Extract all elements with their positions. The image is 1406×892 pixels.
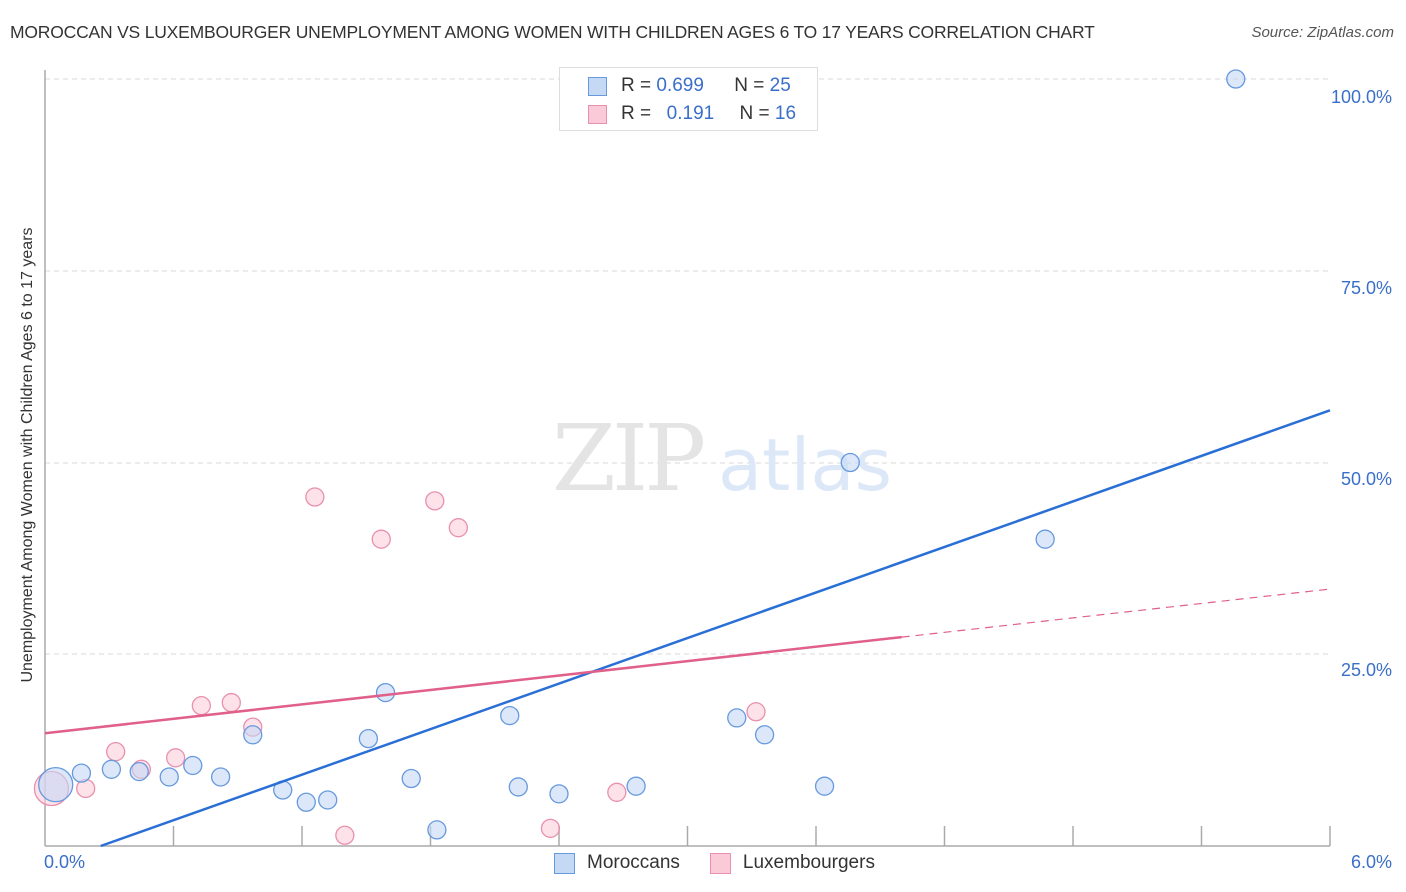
data-point[interactable]	[159, 767, 179, 787]
data-point[interactable]	[840, 452, 860, 473]
legend-item-moroccans[interactable]: Moroccans	[554, 852, 680, 874]
data-point[interactable]	[549, 784, 569, 804]
data-point[interactable]	[746, 702, 766, 722]
chart-title: MOROCCAN VS LUXEMBOURGER UNEMPLOYMENT AM…	[10, 22, 1095, 42]
data-point[interactable]	[210, 767, 231, 787]
n-label: N =	[739, 103, 770, 124]
data-point[interactable]	[129, 761, 149, 782]
r-label: R =	[621, 75, 652, 96]
n-value-moroccans: 25	[769, 75, 791, 96]
legend-row-luxembourgers: R = 0.191 N = 16	[588, 102, 796, 126]
y-tick-75: 75.0%	[1340, 278, 1392, 298]
y-tick-50: 50.0%	[1340, 469, 1392, 489]
moroccans-swatch	[554, 852, 575, 874]
data-point[interactable]	[1226, 69, 1246, 89]
n-value-luxembourgers: 16	[774, 103, 797, 124]
data-point[interactable]	[727, 708, 747, 728]
data-point[interactable]	[375, 682, 396, 703]
gridlines	[45, 78, 1330, 655]
moroccans-swatch	[588, 76, 607, 96]
luxembourgers-swatch	[709, 852, 731, 874]
data-point[interactable]	[106, 742, 126, 762]
luxembourgers-swatch	[588, 104, 607, 124]
luxembourgers-points	[33, 487, 766, 845]
data-point[interactable]	[607, 782, 627, 802]
data-point[interactable]	[626, 776, 646, 796]
data-point[interactable]	[427, 820, 447, 840]
data-point[interactable]	[754, 725, 775, 745]
data-point[interactable]	[101, 759, 122, 779]
n-label: N =	[734, 75, 765, 96]
y-tick-100: 100.0%	[1330, 87, 1392, 107]
trendlines	[44, 409, 1331, 848]
legend-label-luxembourgers: Luxembourgers	[742, 852, 875, 873]
moroccans-points	[38, 69, 1246, 840]
data-point[interactable]	[296, 792, 316, 812]
luxembourgers-trendline-extension	[901, 588, 1331, 638]
data-point[interactable]	[448, 518, 468, 538]
correlation-legend: R = 0.699 N = 25 R = 0.191 N = 16	[559, 67, 818, 131]
source-label: Source: ZipAtlas.com	[1251, 24, 1394, 41]
r-value-luxembourgers: 0.191	[666, 103, 715, 124]
legend-item-luxembourgers[interactable]: Luxembourgers	[709, 852, 875, 874]
data-point[interactable]	[425, 491, 445, 511]
data-point[interactable]	[243, 725, 263, 745]
watermark: ZIP atlas	[552, 405, 892, 512]
data-point[interactable]	[191, 695, 211, 716]
svg-text:atlas: atlas	[718, 423, 892, 507]
series-legend: Moroccans Luxembourgers	[554, 852, 905, 874]
data-point[interactable]	[814, 776, 835, 796]
x-tick-0: 0.0%	[44, 852, 86, 872]
r-value-moroccans: 0.699	[656, 75, 704, 96]
data-point[interactable]	[500, 705, 520, 726]
data-point[interactable]	[335, 825, 355, 845]
r-label: R =	[621, 103, 652, 124]
y-tick-25: 25.0%	[1340, 660, 1392, 680]
data-point[interactable]	[371, 529, 391, 549]
svg-text:ZIP: ZIP	[552, 405, 703, 512]
moroccans-trendline	[100, 409, 1331, 848]
data-point[interactable]	[318, 790, 338, 810]
data-point[interactable]	[165, 748, 186, 768]
data-point[interactable]	[1035, 529, 1055, 549]
data-point[interactable]	[183, 755, 203, 776]
data-point[interactable]	[358, 728, 379, 749]
luxembourgers-trendline	[44, 635, 902, 735]
data-point[interactable]	[71, 763, 92, 783]
data-point[interactable]	[305, 487, 325, 507]
legend-label-moroccans: Moroccans	[587, 852, 680, 873]
data-point[interactable]	[540, 818, 561, 839]
data-point[interactable]	[221, 692, 241, 713]
x-tick-6: 6.0%	[1350, 852, 1392, 872]
data-point[interactable]	[401, 768, 421, 789]
legend-row-moroccans: R = 0.699 N = 25	[588, 74, 791, 98]
data-point[interactable]	[38, 766, 74, 803]
data-point[interactable]	[508, 777, 528, 797]
